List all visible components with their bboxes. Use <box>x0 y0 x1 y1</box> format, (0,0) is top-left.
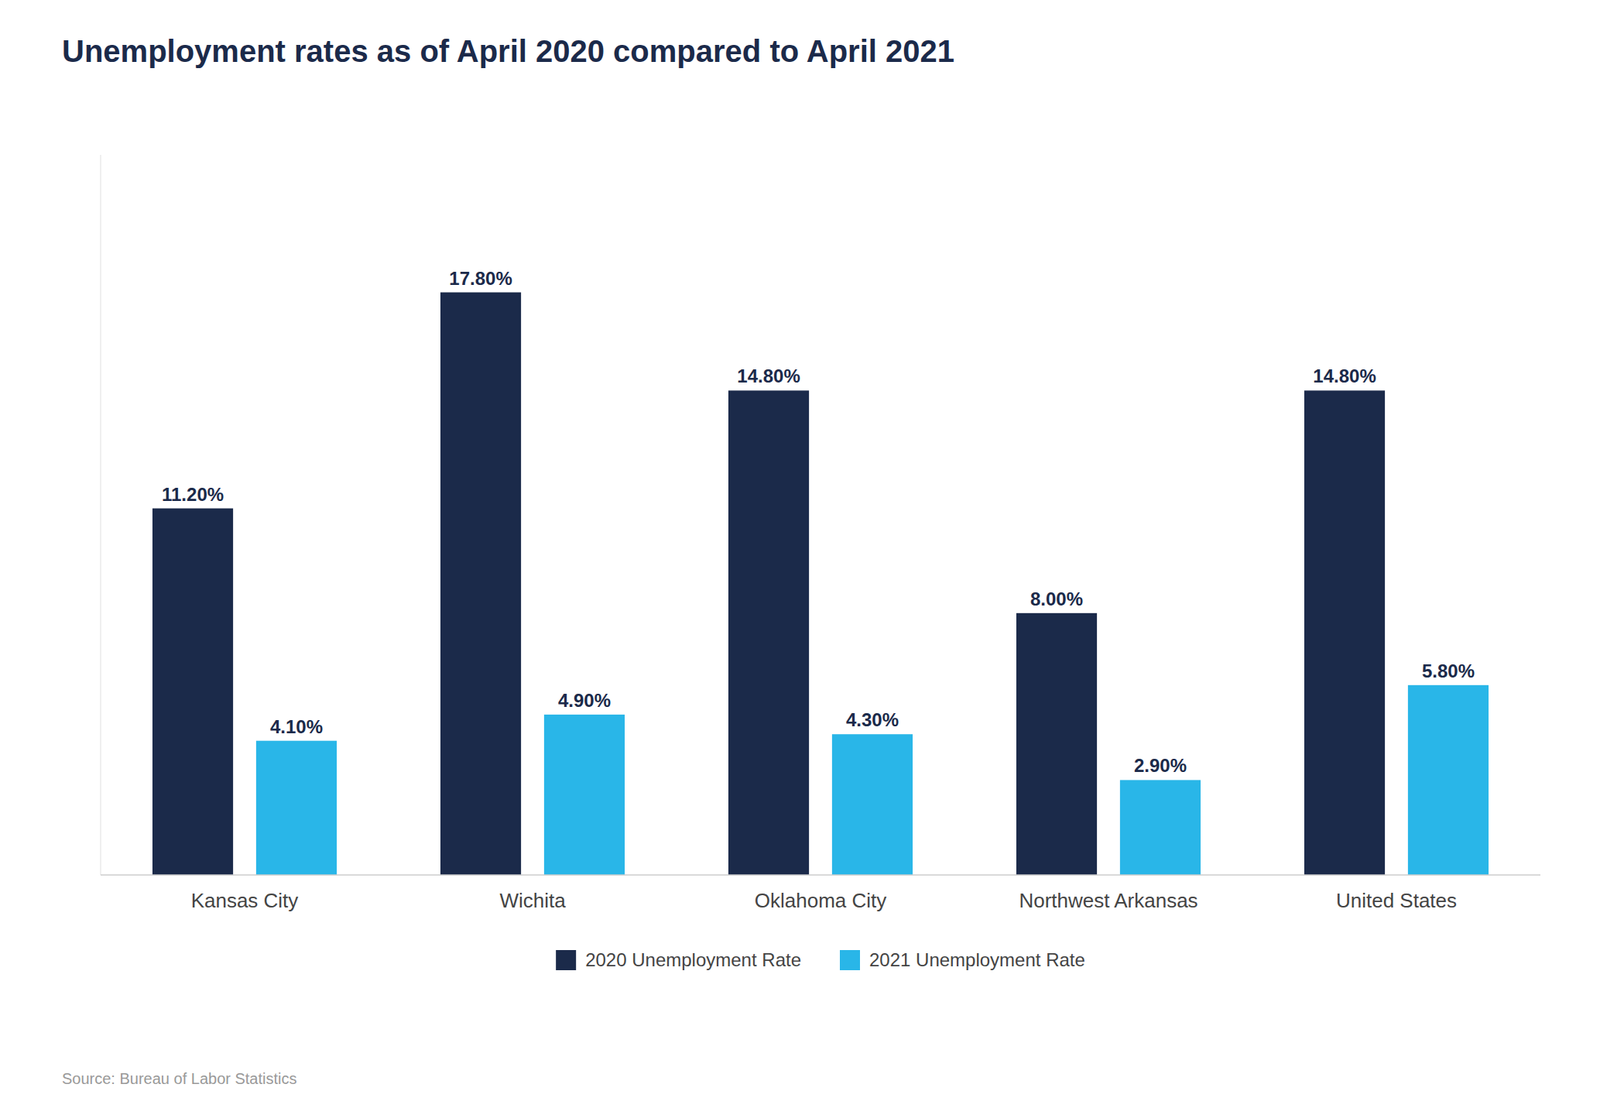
bar <box>544 714 625 875</box>
bar <box>1408 685 1489 875</box>
x-tick-label: Oklahoma City <box>754 888 888 912</box>
data-label: 5.80% <box>1421 660 1475 682</box>
legend-label: 2021 Unemployment Rate <box>869 949 1086 970</box>
bar <box>152 508 233 875</box>
data-label: 11.20% <box>161 483 224 505</box>
data-label: 2.90% <box>1134 754 1187 776</box>
bars <box>152 292 1489 875</box>
title: Unemployment rates as of April 2020 comp… <box>61 34 955 69</box>
bar <box>256 740 337 875</box>
x-tick-label: United States <box>1336 888 1457 912</box>
bar <box>440 292 521 875</box>
data-labels: 11.20% 17.80% 14.80% 8.00% 14.80% 4.10% 4.90% 4… <box>161 267 1475 777</box>
data-label: 4.10% <box>270 716 323 737</box>
x-axis-line <box>100 873 1541 876</box>
y-axis-line <box>100 154 102 875</box>
bar <box>1120 779 1201 875</box>
bar <box>728 390 809 875</box>
legend-swatch <box>839 949 860 970</box>
bar <box>832 733 913 875</box>
source-note: Source: Bureau of Labor Statistics <box>61 1069 298 1087</box>
bar <box>1304 390 1385 875</box>
data-label: 8.00% <box>1030 588 1083 610</box>
data-label: 4.90% <box>558 689 611 711</box>
data-label: 14.80% <box>736 365 800 387</box>
legend: 2020 Unemployment Rate 2021 Unemployment … <box>555 949 1086 970</box>
chart: Unemployment rates as of April 2020 comp… <box>0 0 1600 1115</box>
data-label: 14.80% <box>1312 365 1376 387</box>
data-label: 17.80% <box>448 267 512 289</box>
data-label: 4.30% <box>846 709 899 730</box>
legend-swatch <box>555 949 576 970</box>
x-tick-label: Wichita <box>499 888 566 912</box>
bar <box>1016 613 1097 875</box>
x-tick-label: Kansas City <box>191 888 299 912</box>
x-tick-label: Northwest Arkansas <box>1018 888 1198 912</box>
legend-label: 2020 Unemployment Rate <box>585 949 802 970</box>
